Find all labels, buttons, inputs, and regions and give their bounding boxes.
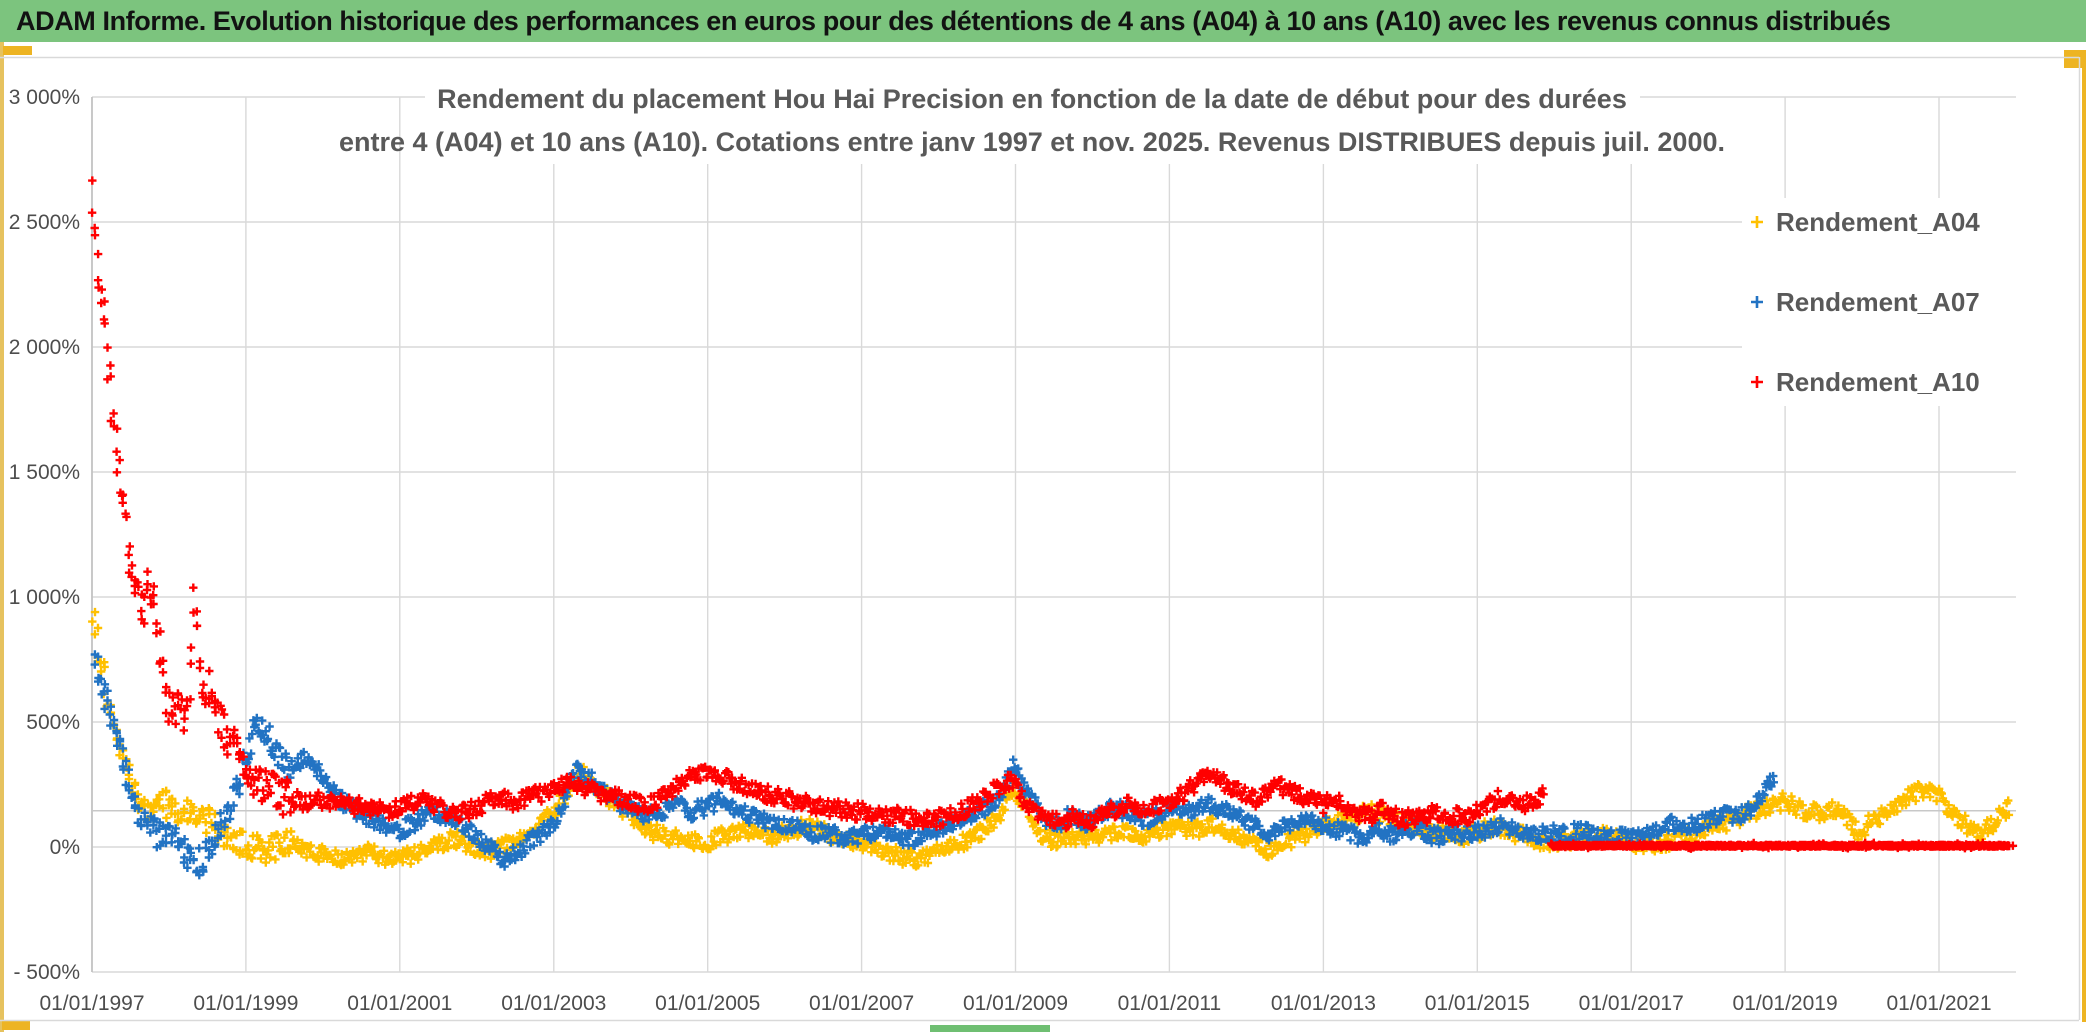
x-tick-label: 01/01/2011	[1118, 992, 1222, 1015]
top-left-gold-square	[3, 46, 32, 55]
y-tick-label: 3 000%	[9, 86, 80, 109]
y-tick-label: 500%	[26, 711, 80, 734]
series-points-a04	[88, 607, 2014, 871]
x-tick-label: 01/01/2013	[1271, 992, 1376, 1015]
x-tick-label: 01/01/1997	[39, 992, 144, 1015]
bottom-green-bar	[930, 1025, 1050, 1032]
chart-title-background	[425, 60, 1640, 164]
x-tick-label: 01/01/2003	[501, 992, 606, 1015]
x-tick-label: 01/01/2007	[809, 992, 914, 1015]
right-edge-strip	[2082, 60, 2086, 1022]
legend-background	[1742, 198, 2062, 406]
legend-label-rendement_a07: Rendement_A07	[1776, 287, 1980, 317]
legend-label-rendement_a04: Rendement_A04	[1776, 207, 1980, 237]
chart-title-line2: entre 4 (A04) et 10 ans (A10). Cotations…	[339, 127, 1725, 157]
x-tick-label: 01/01/1999	[193, 992, 298, 1015]
y-tick-label: - 500%	[13, 961, 80, 984]
left-edge-strip	[0, 42, 4, 1032]
series-flat-tail-a10	[1547, 838, 2018, 853]
top-right-gold-corner	[2064, 50, 2086, 68]
x-tick-label: 01/01/2009	[963, 992, 1068, 1015]
header-title: ADAM Informe. Evolution historique des p…	[16, 6, 1891, 36]
y-tick-label: 0%	[50, 836, 80, 859]
legend-label-rendement_a10: Rendement_A10	[1776, 367, 1980, 397]
x-tick-label: 01/01/2021	[1886, 992, 1991, 1015]
x-tick-label: 01/01/2001	[347, 992, 452, 1015]
y-tick-label: 2 500%	[9, 211, 80, 234]
bottom-left-gold-square	[2, 1021, 30, 1030]
y-tick-label: 2 000%	[9, 336, 80, 359]
x-tick-label: 01/01/2015	[1425, 992, 1530, 1015]
chart-title-line1: Rendement du placement Hou Hai Precision…	[437, 84, 1627, 114]
legend-marker-plus-icon	[1751, 376, 1763, 388]
series-points-a10	[87, 176, 1548, 833]
y-tick-label: 1 500%	[9, 461, 80, 484]
x-tick-label: 01/01/2019	[1733, 992, 1838, 1015]
legend-marker-plus-icon	[1751, 216, 1763, 228]
y-tick-label: 1 000%	[9, 586, 80, 609]
x-tick-label: 01/01/2005	[655, 992, 760, 1015]
legend-marker-plus-icon	[1751, 296, 1763, 308]
header-banner: ADAM Informe. Evolution historique des p…	[0, 0, 2086, 42]
x-tick-label: 01/01/2017	[1579, 992, 1684, 1015]
